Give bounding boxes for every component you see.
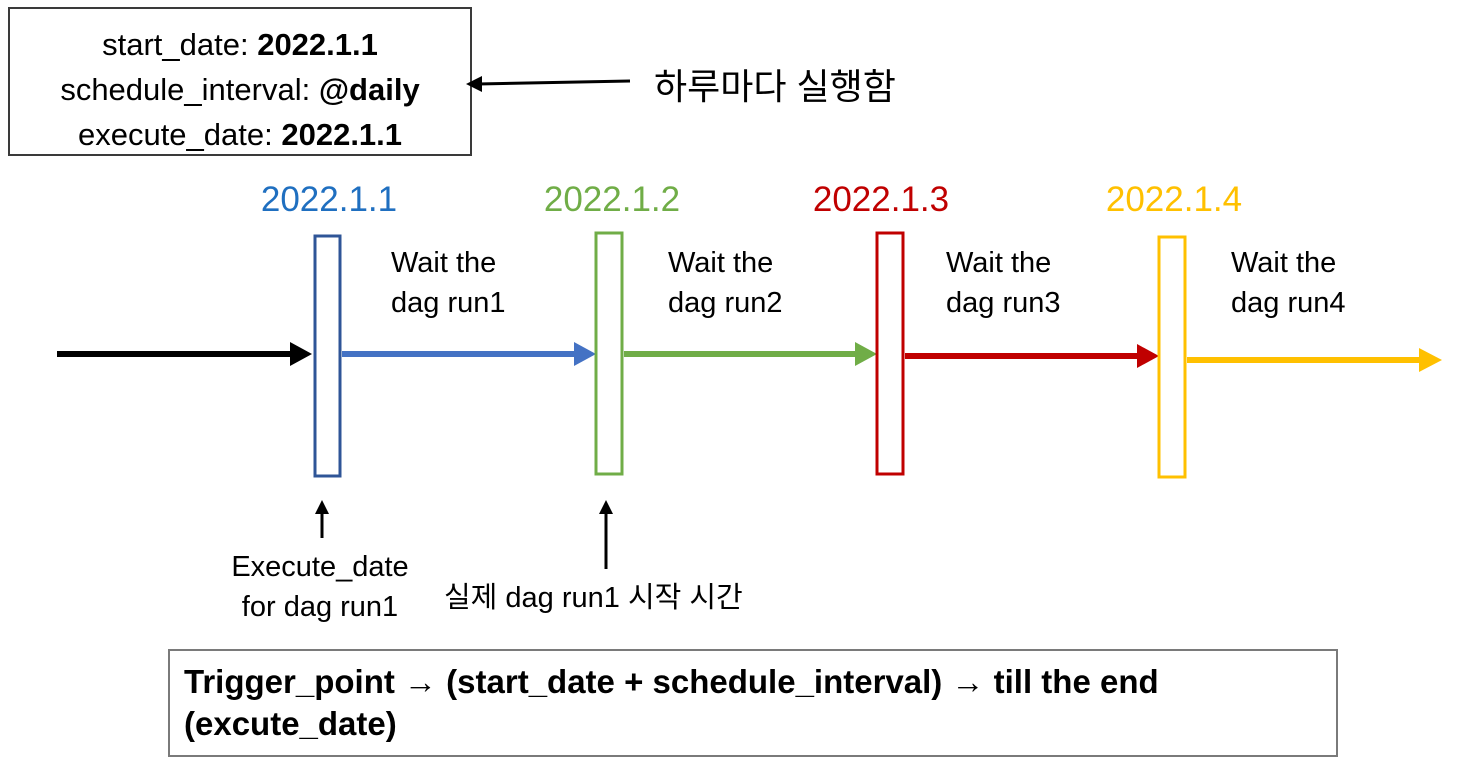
wait-label-3-line1: Wait the	[946, 247, 1052, 279]
run2-box	[594, 231, 624, 476]
wait-label-3: Wait the dag run3	[946, 243, 1061, 323]
execute-date-pointer-head	[315, 500, 329, 514]
run4-arrow-head	[1419, 348, 1442, 372]
formula-line1: Trigger_point → (start_date + schedule_i…	[184, 663, 1159, 700]
schedule-interval-row: schedule_interval: @daily	[10, 67, 470, 112]
wait-label-2-line2: dag run2	[668, 287, 783, 319]
start-date-row: start_date: 2022.1.1	[10, 22, 470, 67]
date-label-4: 2022.1.4	[1105, 180, 1243, 219]
formula-box: Trigger_point → (start_date + schedule_i…	[168, 649, 1338, 757]
execute-date-note-line2: for dag run1	[241, 591, 399, 623]
wait-label-1-line2: dag run1	[391, 287, 506, 319]
run4-box	[1157, 235, 1187, 479]
wait-label-4-line1: Wait the	[1231, 247, 1337, 279]
note-arrow-head	[466, 76, 482, 92]
wait-label-1-line1: Wait the	[391, 247, 497, 279]
formula-line2: (excute_date)	[184, 705, 397, 742]
run1-arrow-head	[574, 342, 596, 366]
interval-note: 하루마다 실행함	[654, 66, 896, 107]
wait-label-2-line1: Wait the	[668, 247, 774, 279]
start-arrow-head	[290, 342, 312, 366]
run3-box	[875, 231, 905, 476]
execute-date-note: Execute_date for dag run1	[205, 547, 435, 627]
execute-date-row: execute_date: 2022.1.1	[10, 112, 470, 157]
start-date-label: start_date:	[102, 27, 258, 62]
wait-label-4-line2: dag run4	[1231, 287, 1346, 319]
execute-date-value: 2022.1.1	[281, 117, 403, 152]
execute-date-note-line1: Execute_date	[231, 551, 409, 583]
run2-arrow-head	[855, 342, 877, 366]
start-date-value: 2022.1.1	[257, 27, 378, 62]
wait-label-2: Wait the dag run2	[668, 243, 783, 323]
actual-start-note: 실제 dag run1 시작 시간	[444, 582, 743, 614]
schedule-interval-label: schedule_interval:	[60, 72, 319, 107]
schedule-interval-value: @daily	[318, 72, 420, 107]
execute-date-label: execute_date:	[77, 117, 282, 152]
run3-arrow-head	[1137, 344, 1159, 368]
config-box: start_date: 2022.1.1 schedule_interval: …	[8, 7, 472, 156]
wait-label-4: Wait the dag run4	[1231, 243, 1346, 323]
run1-box	[313, 234, 342, 478]
actual-start-pointer-head	[599, 500, 613, 514]
wait-label-3-line2: dag run3	[946, 287, 1061, 319]
note-arrow-line	[477, 79, 631, 86]
date-label-1: 2022.1.1	[260, 180, 398, 219]
date-label-2: 2022.1.2	[543, 180, 681, 219]
wait-label-1: Wait the dag run1	[391, 243, 506, 323]
date-label-3: 2022.1.3	[812, 180, 950, 219]
